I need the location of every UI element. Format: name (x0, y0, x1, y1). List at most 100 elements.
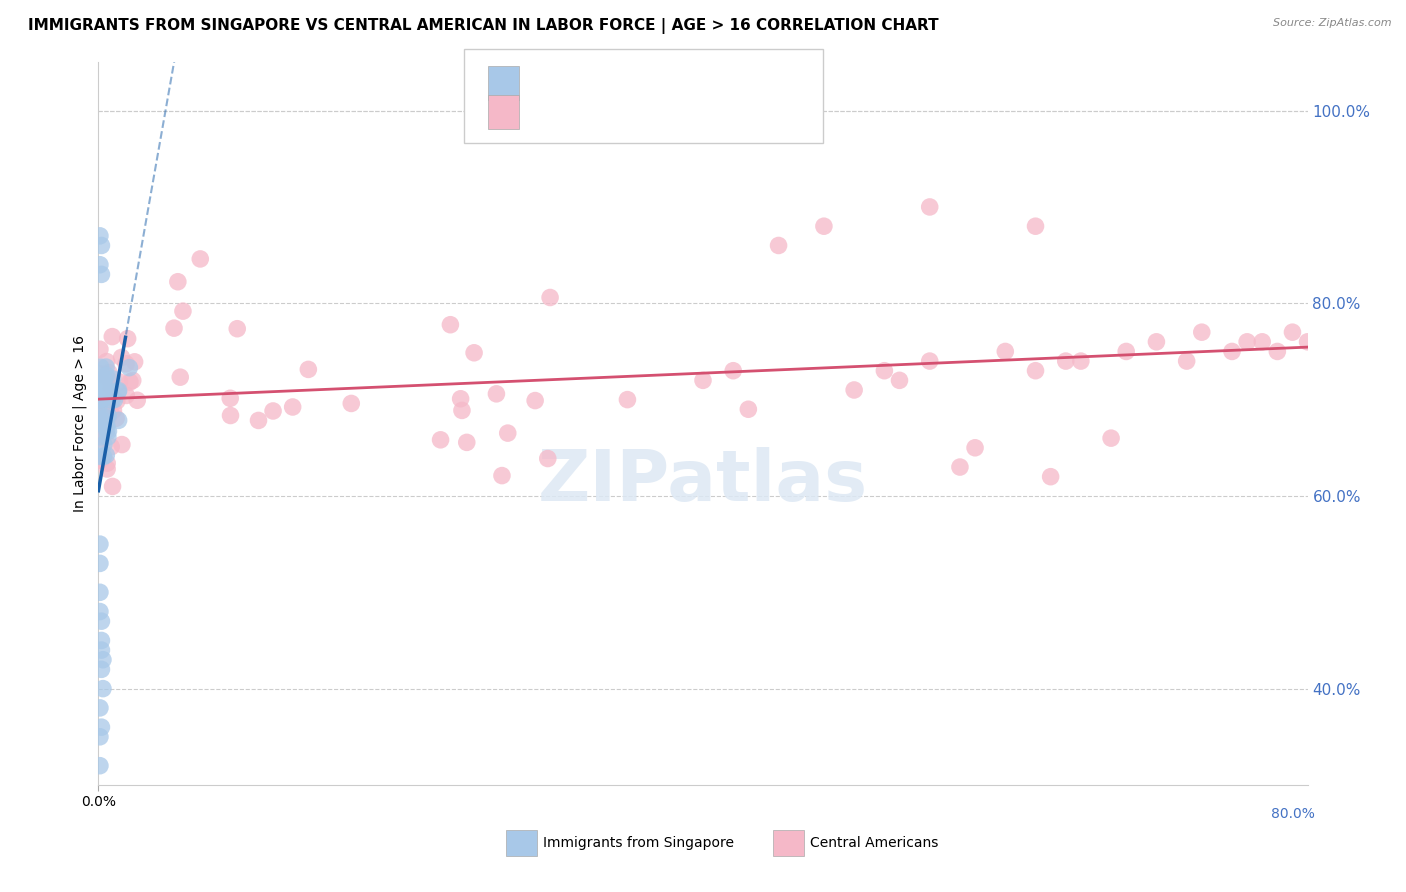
Point (90, 633, 112, 648)
Point (90, 453, 112, 467)
Point (91, 428, 114, 442)
Point (166, 275, 188, 289)
Point (107, 384, 129, 398)
Point (1024, 364, 1046, 378)
Point (91, 392, 114, 406)
Point (93, 413, 115, 427)
Text: R =: R = (530, 103, 569, 120)
Point (1070, 354, 1092, 368)
Point (97, 409, 120, 423)
Point (90, 432, 112, 446)
Point (105, 394, 128, 409)
Point (98, 384, 121, 398)
Point (89, 416, 111, 430)
Point (491, 468, 513, 483)
Point (172, 304, 194, 318)
Point (89, 450, 111, 464)
Point (1236, 334, 1258, 349)
Point (1144, 334, 1167, 349)
Point (89, 585, 111, 599)
Point (918, 200, 941, 214)
Point (115, 388, 138, 402)
Point (101, 372, 124, 386)
Point (90, 720, 112, 734)
Text: R =: R = (530, 74, 569, 92)
Text: 58: 58 (693, 74, 713, 92)
Point (96, 418, 118, 433)
Point (496, 426, 519, 441)
Text: IMMIGRANTS FROM SINGAPORE VS CENTRAL AMERICAN IN LABOR FORCE | AGE > 16 CORRELAT: IMMIGRANTS FROM SINGAPORE VS CENTRAL AME… (28, 18, 939, 34)
Point (115, 357, 138, 371)
Point (262, 404, 284, 418)
Point (91, 376, 114, 391)
Point (340, 396, 363, 410)
Point (188, 252, 211, 266)
Point (1267, 344, 1289, 359)
Point (537, 451, 560, 466)
Point (768, 238, 790, 252)
Point (89, 392, 111, 406)
Point (1175, 354, 1198, 368)
Point (844, 383, 866, 397)
Point (103, 392, 125, 407)
Point (117, 332, 139, 346)
Point (219, 409, 242, 423)
Point (429, 433, 451, 447)
Point (89, 605, 111, 619)
Point (90, 392, 112, 407)
Point (90, 238, 112, 252)
Point (96, 423, 118, 437)
Point (89, 397, 111, 411)
Point (107, 384, 129, 399)
Point (524, 393, 547, 408)
Point (965, 441, 987, 455)
Point (949, 460, 972, 475)
Point (1296, 334, 1319, 349)
Point (1115, 344, 1137, 359)
Point (1099, 431, 1122, 445)
Point (1039, 469, 1062, 483)
Point (89, 367, 111, 381)
Point (813, 219, 835, 234)
Point (994, 344, 1017, 359)
Point (89, 409, 111, 423)
Point (918, 354, 941, 368)
Point (93, 384, 115, 399)
Point (1191, 325, 1213, 339)
Point (89, 228, 111, 243)
Point (97, 366, 120, 380)
Point (169, 370, 191, 384)
Point (101, 479, 124, 493)
Point (89, 701, 111, 715)
Point (110, 351, 132, 365)
Point (105, 411, 128, 425)
Point (97, 424, 120, 438)
Point (94, 416, 117, 430)
Point (89, 258, 111, 272)
Point (89, 409, 111, 424)
Point (94, 416, 117, 430)
Point (96, 410, 118, 425)
Point (90, 662, 112, 676)
Point (463, 345, 485, 359)
Point (90, 386, 112, 401)
Point (451, 403, 474, 417)
Point (103, 403, 125, 417)
Point (108, 375, 131, 389)
Point (89, 375, 111, 389)
Point (94, 415, 117, 429)
Text: Source: ZipAtlas.com: Source: ZipAtlas.com (1274, 18, 1392, 28)
Text: Immigrants from Singapore: Immigrants from Singapore (543, 836, 734, 850)
Point (89, 343, 111, 357)
Point (485, 387, 508, 401)
Point (89, 537, 111, 551)
Point (94, 360, 117, 375)
Point (247, 413, 270, 427)
Point (90, 430, 112, 444)
Point (89, 758, 111, 772)
Point (226, 322, 249, 336)
Point (90, 643, 112, 657)
Point (96, 371, 118, 385)
Point (93, 437, 115, 451)
Point (889, 373, 911, 387)
